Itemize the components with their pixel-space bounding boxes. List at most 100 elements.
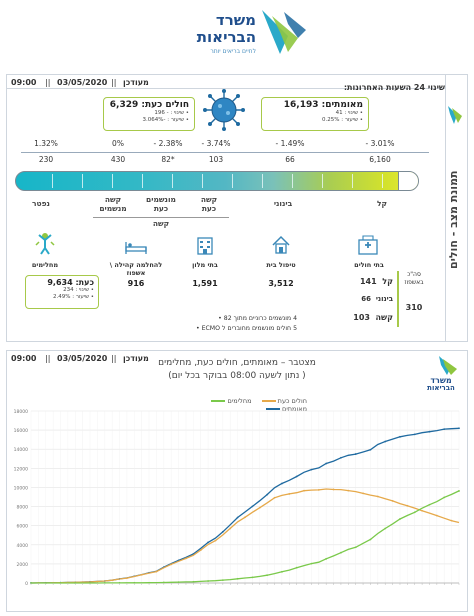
category-mild: קל bbox=[376, 199, 388, 208]
page-header: משרד הבריאות לחיים בריאים יותר bbox=[0, 0, 474, 68]
last24-label: שינוי 24 השעות האחרונות: bbox=[343, 83, 445, 92]
data-point bbox=[236, 577, 239, 580]
hosp-total-label: סה"כ באשפוז bbox=[404, 271, 424, 286]
location-community-value: 916 bbox=[127, 279, 145, 288]
panel1-sidebar: תמונת מצב - חולים bbox=[445, 75, 467, 341]
data-point bbox=[221, 579, 224, 582]
data-point bbox=[266, 574, 269, 577]
logo-title-line2: הבריאות bbox=[196, 28, 256, 46]
y-tick-label: 14000 bbox=[14, 447, 28, 453]
data-point bbox=[303, 489, 305, 492]
active-change-label: שינוי : bbox=[170, 110, 184, 116]
data-point bbox=[443, 428, 446, 431]
hospital-icon bbox=[358, 235, 378, 255]
data-point bbox=[199, 549, 202, 552]
y-tick-label: 2000 bbox=[17, 562, 29, 568]
panel1-topbar: 09:00 || 03/05/2020 || מעודכן bbox=[7, 75, 447, 89]
change-mild: - 3.01% bbox=[365, 139, 395, 148]
data-point bbox=[295, 475, 298, 478]
hosp-moderate-label: בינוני bbox=[375, 295, 393, 303]
row-divider bbox=[21, 152, 429, 153]
active-pct-label: שיעור : bbox=[167, 117, 184, 123]
data-point bbox=[221, 530, 224, 533]
category-moderate: בינוני bbox=[273, 199, 293, 208]
change-ventilated-now: - 2.38% bbox=[153, 139, 183, 148]
count-row: 230 430 82* 103 66 6,160 bbox=[15, 155, 439, 167]
panel2-time: 09:00 bbox=[11, 354, 37, 363]
hospital-total-box: סה"כ באשפוז 310 bbox=[397, 271, 425, 327]
virus-icon bbox=[203, 89, 245, 131]
sidebar-title: תמונת מצב - חולים bbox=[447, 170, 460, 270]
serious-group-line bbox=[93, 217, 229, 218]
data-point bbox=[280, 570, 283, 573]
data-point bbox=[44, 582, 47, 584]
panel1-time: 09:00 bbox=[11, 78, 37, 87]
data-point bbox=[155, 570, 158, 573]
data-point bbox=[369, 448, 372, 451]
chart-title-line2: ( נתון לשעה 08:00 בבוקר בכל יום) bbox=[168, 371, 306, 381]
data-point bbox=[295, 566, 298, 569]
y-tick-label: 16000 bbox=[14, 428, 28, 434]
data-point bbox=[310, 562, 313, 565]
data-point bbox=[347, 489, 350, 492]
count-moderate: 66 bbox=[285, 155, 295, 164]
data-point bbox=[384, 440, 387, 443]
data-point bbox=[413, 433, 416, 436]
ministry-logo: משרד הבריאות לחיים בריאים יותר bbox=[166, 12, 256, 56]
recovered-box: כעת: 9,634 • שינוי : 234 • שיעור : 2.49% bbox=[25, 275, 99, 309]
active-box: חולים כעת: 6,329 • שינוי : - 196 • שיעור… bbox=[103, 97, 195, 131]
location-community-label: להחלמה קהילה \ אשפוז bbox=[109, 261, 163, 277]
confirmed-change-value: 41 bbox=[335, 110, 343, 116]
data-point bbox=[421, 509, 424, 512]
data-point bbox=[185, 557, 187, 560]
change-deceased: 1.32% bbox=[34, 139, 58, 148]
hosp-mild-value: 141 bbox=[359, 277, 377, 286]
confirmed-pct-value: 0.25% bbox=[321, 117, 340, 123]
data-point bbox=[177, 581, 180, 584]
data-point bbox=[310, 468, 313, 471]
data-point bbox=[258, 506, 261, 509]
location-hotels-label: בתי מלון bbox=[192, 261, 218, 269]
recovered-now-value: 9,634 bbox=[47, 278, 73, 287]
active-pct-value: -3.064% bbox=[142, 117, 166, 123]
confirmed-value: 16,193 bbox=[283, 100, 319, 110]
confirmed-change-label: שינוי : bbox=[344, 110, 358, 116]
data-point bbox=[458, 490, 460, 492]
data-point bbox=[133, 581, 136, 584]
location-home-label: טיפול בית bbox=[266, 261, 296, 269]
bed-icon bbox=[125, 242, 147, 254]
data-point bbox=[251, 505, 254, 508]
change-serious-ventilated: 0% bbox=[112, 139, 124, 148]
data-point bbox=[376, 495, 379, 498]
data-point bbox=[354, 546, 357, 549]
count-serious-now: 103 bbox=[208, 155, 224, 164]
data-point bbox=[170, 563, 173, 566]
panel2-date: 03/05/2020 bbox=[57, 354, 108, 363]
svg-text:משרד: משרד bbox=[430, 376, 452, 385]
data-point bbox=[251, 576, 254, 579]
active-change-value: - 196 bbox=[154, 110, 169, 116]
y-tick-label: 6000 bbox=[17, 524, 29, 530]
data-point bbox=[428, 430, 431, 433]
data-point bbox=[399, 435, 401, 438]
patients-status-panel: 09:00 || 03/05/2020 || מעודכן תמונת מצב … bbox=[6, 74, 468, 342]
data-point bbox=[399, 518, 401, 520]
chart-title-line1: מצטבר – מאומתים, חולים כעת, מחלימים bbox=[158, 358, 316, 368]
data-point bbox=[273, 496, 276, 499]
severity-gradient-bar bbox=[15, 171, 419, 191]
y-tick-label: 0 bbox=[25, 581, 28, 587]
data-point bbox=[236, 516, 239, 519]
data-point bbox=[362, 492, 364, 495]
hosp-moderate-value: 66 bbox=[361, 295, 371, 303]
data-point bbox=[435, 514, 438, 517]
hosp-mild-label: קל bbox=[382, 277, 393, 286]
data-point bbox=[207, 580, 210, 582]
data-point bbox=[413, 511, 416, 514]
hosp-serious-label: קשה bbox=[375, 313, 393, 322]
category-serious-now: קשה כעת bbox=[200, 195, 218, 213]
y-tick-label: 12000 bbox=[14, 466, 28, 472]
data-point bbox=[192, 580, 195, 583]
legend-recovered: מחלימים bbox=[209, 397, 252, 405]
recovered-now-label: כעת: bbox=[75, 278, 94, 287]
count-mild: 6,160 bbox=[369, 155, 391, 164]
